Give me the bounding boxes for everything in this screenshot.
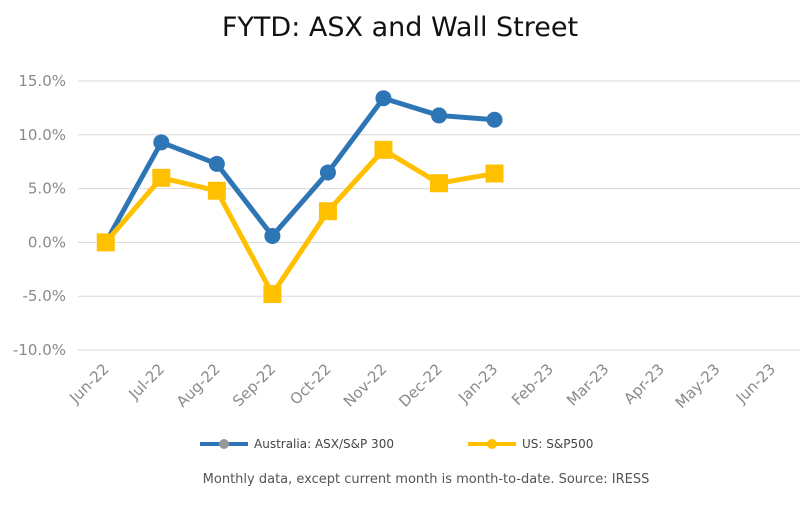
x-tick-label: Nov-22	[340, 360, 390, 410]
legend-item-us: US: S&P500	[468, 437, 593, 451]
data-point-us	[318, 202, 337, 221]
x-tick-label: Jun-23	[732, 360, 779, 407]
y-tick-label: -5.0%	[22, 287, 66, 305]
data-point-australia	[153, 134, 170, 151]
x-tick-label: Sep-22	[229, 360, 279, 410]
x-tick-label: Dec-22	[395, 360, 446, 411]
x-tick-label: Oct-22	[286, 360, 334, 408]
x-tick-label: Jul-22	[125, 360, 169, 404]
data-point-us	[96, 233, 115, 252]
legend-swatch-us	[468, 437, 516, 451]
data-point-australia	[375, 90, 392, 107]
data-point-us	[485, 164, 504, 183]
legend-label-us: US: S&P500	[522, 437, 594, 451]
y-tick-label: 10.0%	[18, 126, 66, 144]
y-tick-label: 15.0%	[18, 72, 66, 90]
y-axis-tick-labels: 15.0% 10.0% 5.0% 0.0% -5.0% -10.0%	[13, 72, 66, 359]
data-point-us	[374, 140, 393, 159]
legend-item-australia: Australia: ASX/S&P 300	[200, 437, 394, 451]
data-point-us	[263, 285, 282, 304]
data-point-australia	[264, 227, 281, 244]
data-point-australia	[208, 155, 225, 172]
x-tick-label: May-23	[672, 360, 724, 412]
x-tick-label: Jun-22	[65, 360, 112, 407]
series-lines	[103, 95, 495, 297]
chart-title: FYTD: ASX and Wall Street	[221, 12, 579, 43]
data-point-australia	[319, 164, 336, 181]
x-tick-label: Aug-22	[173, 360, 224, 411]
x-tick-label: Jan-23	[454, 360, 501, 407]
legend-label-australia: Australia: ASX/S&P 300	[254, 437, 394, 451]
y-tick-label: -10.0%	[13, 341, 66, 359]
y-tick-label: 5.0%	[28, 180, 66, 198]
series-markers	[96, 90, 504, 304]
y-tick-label: 0.0%	[28, 233, 66, 251]
chart-footnote: Monthly data, except current month is mo…	[202, 472, 650, 487]
data-point-us	[207, 181, 226, 200]
data-point-australia	[486, 111, 503, 128]
series-line-australia	[103, 95, 495, 244]
data-point-us	[152, 168, 171, 187]
data-point-australia	[431, 107, 447, 124]
x-tick-label: Feb-23	[508, 360, 557, 409]
legend-swatch-australia	[200, 437, 248, 451]
x-tick-label: Apr-23	[620, 360, 668, 408]
series-line-us	[103, 147, 495, 297]
x-tick-label: Mar-23	[563, 360, 612, 409]
data-point-us	[430, 174, 448, 193]
x-axis-tick-labels: Jun-22 Jul-22 Aug-22 Sep-22 Oct-22 Nov-22 Dec-…	[65, 360, 779, 412]
